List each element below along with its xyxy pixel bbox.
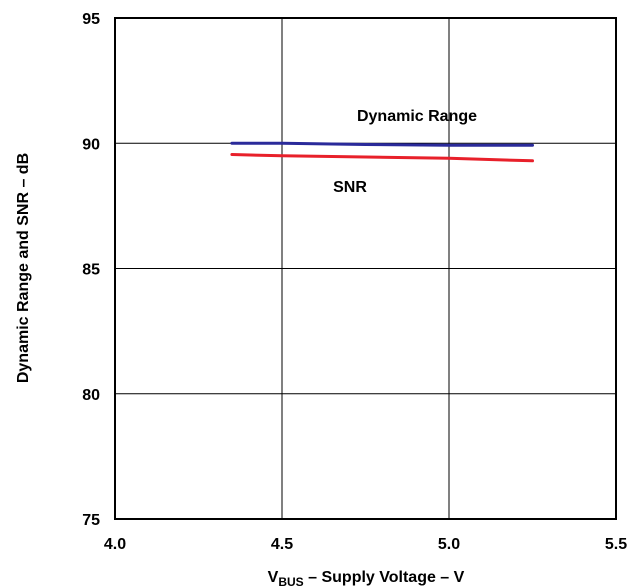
plot-frame [114,17,617,520]
x-axis-label-suffix: – Supply Voltage – V [304,569,465,586]
x-axis-label-subscript: BUS [278,575,303,588]
series-label-snr: SNR [333,179,367,196]
y-ticks: 95 90 85 80 75 [82,11,100,529]
x-tick-label: 5.0 [438,536,460,553]
series-line-dynamic-range [230,141,534,147]
x-tick-label: 4.0 [104,536,126,553]
y-tick-label: 85 [82,262,100,279]
y-tick-label: 90 [82,136,100,153]
series-lines [230,141,534,163]
x-tick-label: 5.5 [605,536,627,553]
y-tick-label: 75 [82,512,100,529]
x-ticks: 4.0 4.5 5.0 5.5 [104,536,627,553]
series-line-snr [230,153,534,163]
y-axis-label: Dynamic Range and SNR – dB [15,153,32,383]
y-tick-label: 95 [82,11,100,28]
x-axis-label-prefix: V [268,569,279,586]
series-label-dynamic-range: Dynamic Range [357,108,477,125]
y-tick-label: 80 [82,387,100,404]
gridlines [115,18,616,519]
x-axis-label: VBUS – Supply Voltage – V [268,569,465,588]
x-tick-label: 4.5 [271,536,293,553]
